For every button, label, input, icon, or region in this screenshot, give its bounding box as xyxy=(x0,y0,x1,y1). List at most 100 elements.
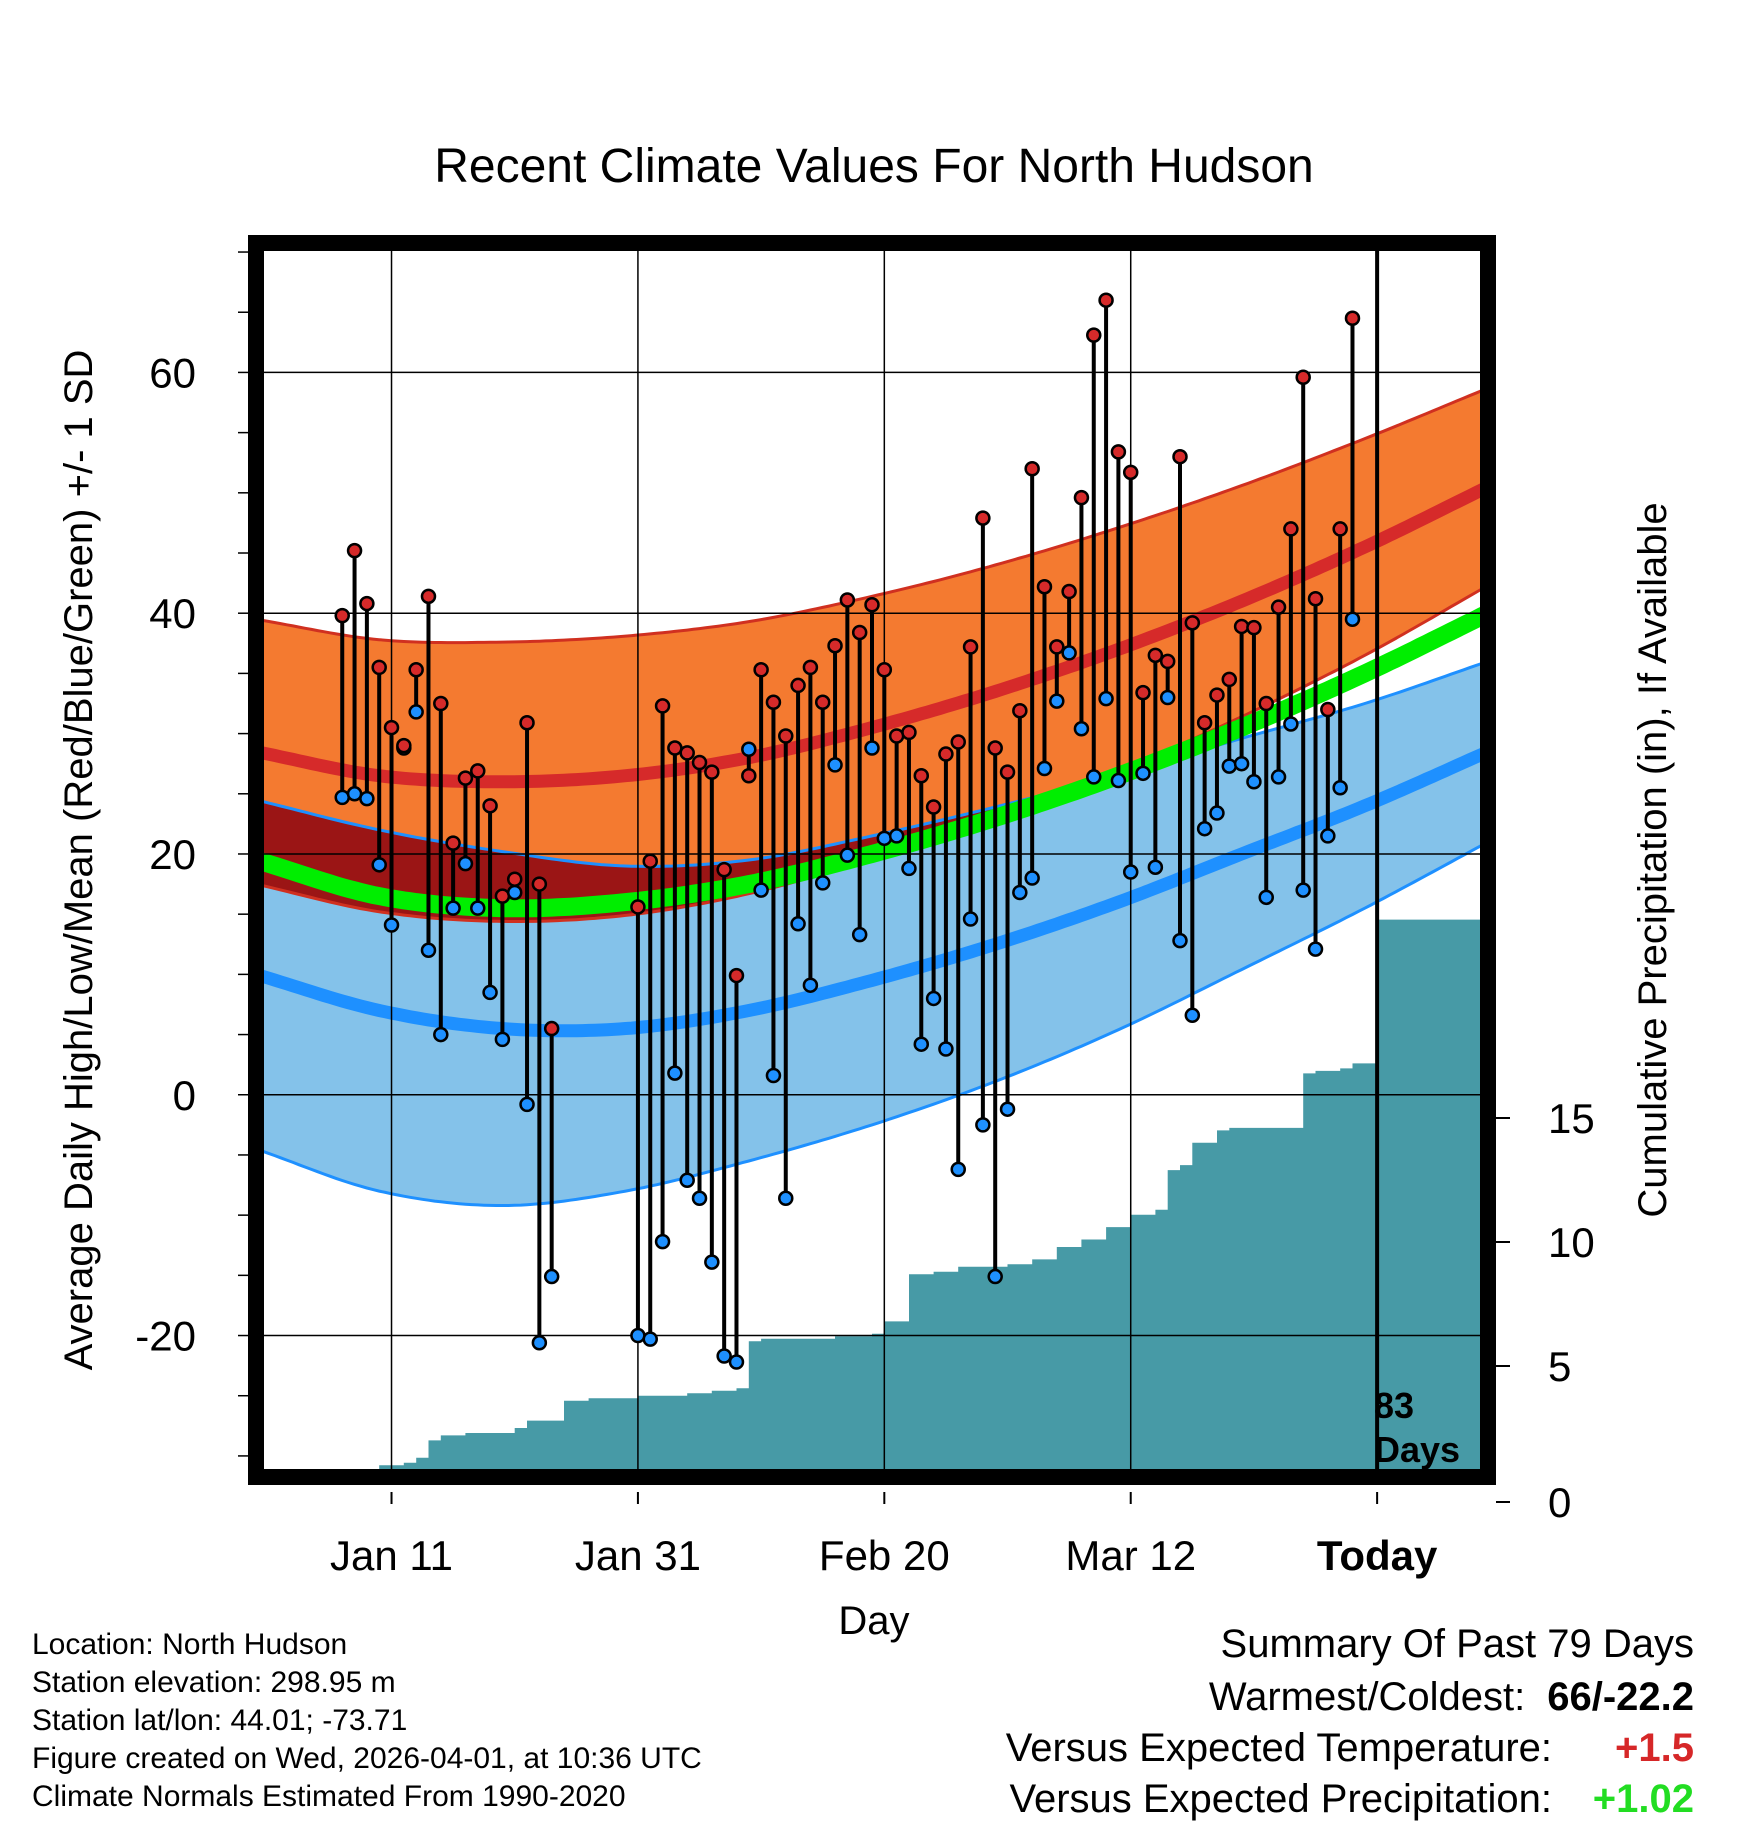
daily-low-point xyxy=(445,900,461,916)
daily-low-point xyxy=(334,789,350,806)
daily-low-point xyxy=(1332,780,1348,796)
daily-low-point xyxy=(913,1036,930,1052)
normals-text: Climate Normals Estimated From 1990-2020 xyxy=(32,1780,626,1813)
daily-low-point xyxy=(1086,769,1102,785)
daily-high-point xyxy=(1196,715,1213,731)
daily-high-point xyxy=(1295,369,1311,385)
precip-area xyxy=(379,919,1488,1480)
daily-high-point xyxy=(888,728,905,744)
daily-high-point xyxy=(901,724,917,741)
daily-low-point xyxy=(716,1348,732,1364)
daily-low-point xyxy=(457,855,474,872)
daily-high-point xyxy=(827,637,843,654)
daily-high-point xyxy=(913,767,930,784)
daily-high-point xyxy=(987,740,1003,756)
y2-tick-label: 10 xyxy=(1548,1219,1595,1266)
days-word-label: Days xyxy=(1374,1429,1460,1470)
daily-high-point xyxy=(1061,583,1077,600)
daily-high-point xyxy=(1246,619,1262,636)
days-count-label: 83 xyxy=(1374,1385,1414,1426)
daily-high-point xyxy=(371,659,387,676)
daily-high-point xyxy=(1122,464,1139,481)
daily-low-point xyxy=(851,926,868,943)
summary-precip: Versus Expected Precipitation: +1.02 xyxy=(1009,1777,1694,1822)
y2-tick-label: 5 xyxy=(1548,1343,1571,1390)
daily-high-point xyxy=(1344,310,1361,327)
daily-low-point xyxy=(1221,758,1238,774)
daily-high-point xyxy=(741,767,757,784)
daily-low-point xyxy=(1283,716,1299,732)
daily-low-point xyxy=(839,847,856,863)
daily-high-point xyxy=(876,662,893,678)
y-tick-label: 40 xyxy=(149,590,196,637)
daily-high-point xyxy=(346,542,363,559)
daily-high-point xyxy=(383,719,400,736)
daily-low-point xyxy=(814,875,831,891)
daily-high-point xyxy=(1221,671,1238,688)
daily-low-point xyxy=(1110,772,1127,789)
daily-low-point xyxy=(901,860,917,877)
daily-high-point xyxy=(654,698,671,714)
daily-low-point xyxy=(925,990,942,1007)
daily-high-point xyxy=(1233,618,1250,635)
daily-low-point xyxy=(802,977,819,993)
daily-high-point xyxy=(667,740,683,756)
daily-low-point xyxy=(1024,870,1040,886)
low-band-lower-edge xyxy=(256,840,1488,1207)
x-axis-label: Day xyxy=(838,1599,909,1643)
daily-high-point xyxy=(704,764,720,780)
high-band-upper-edge xyxy=(256,386,1488,645)
y-tick-label: 20 xyxy=(149,831,196,878)
daily-high-point xyxy=(1098,292,1114,308)
summary-warmest: Warmest/Coldest: 66/-22.2 xyxy=(1209,1675,1694,1720)
daily-high-point xyxy=(1270,599,1287,615)
daily-high-point xyxy=(790,677,806,694)
daily-low-point xyxy=(1246,773,1262,790)
temp-value: +1.5 xyxy=(1615,1726,1694,1770)
daily-low-point xyxy=(741,741,757,757)
daily-low-point xyxy=(790,916,806,932)
daily-high-point xyxy=(1036,578,1053,595)
precip-label: Versus Expected Precipitation: xyxy=(1009,1777,1552,1821)
daily-high-point xyxy=(1209,687,1225,703)
x-tick-label: Today xyxy=(1317,1532,1438,1579)
daily-low-point xyxy=(1258,889,1274,906)
daily-high-point xyxy=(531,876,548,892)
daily-high-point xyxy=(396,737,412,754)
daily-high-point xyxy=(925,799,942,815)
daily-high-point xyxy=(1086,327,1102,343)
daily-high-point xyxy=(1320,701,1336,718)
x-tick-label: Jan 31 xyxy=(575,1532,701,1579)
daily-high-point xyxy=(1135,684,1151,701)
daily-low-point xyxy=(765,1067,782,1084)
daily-low-point xyxy=(1098,690,1114,707)
daily-low-point xyxy=(1196,820,1213,837)
daily-high-point xyxy=(482,798,498,814)
daily-low-point xyxy=(630,1327,646,1344)
y2-tick-label: 0 xyxy=(1548,1479,1571,1526)
warmest-label: Warmest/Coldest: xyxy=(1208,1675,1526,1719)
daily-high-point xyxy=(1332,521,1348,537)
daily-low-point xyxy=(950,1161,966,1178)
daily-low-point xyxy=(827,757,843,773)
daily-low-point xyxy=(1159,689,1176,706)
daily-high-point xyxy=(778,728,794,744)
daily-low-point xyxy=(876,830,893,847)
daily-low-point xyxy=(1233,755,1250,772)
daily-low-point xyxy=(1049,693,1065,709)
low-band-upper-edge xyxy=(256,659,1488,868)
daily-low-point xyxy=(728,1354,745,1370)
daily-high-point xyxy=(1012,702,1028,719)
daily-low-point xyxy=(753,882,769,898)
daily-high-point xyxy=(864,597,880,613)
daily-high-point xyxy=(765,694,782,711)
daily-high-point xyxy=(494,888,511,904)
location-text: Location: North Hudson xyxy=(32,1628,348,1661)
elevation-text: Station elevation: 298.95 m xyxy=(32,1666,396,1699)
daily-high-point xyxy=(334,607,350,624)
daily-low-point xyxy=(704,1254,720,1270)
daily-low-point xyxy=(642,1331,658,1347)
daily-low-point xyxy=(1061,645,1077,661)
daily-high-point xyxy=(408,662,424,678)
